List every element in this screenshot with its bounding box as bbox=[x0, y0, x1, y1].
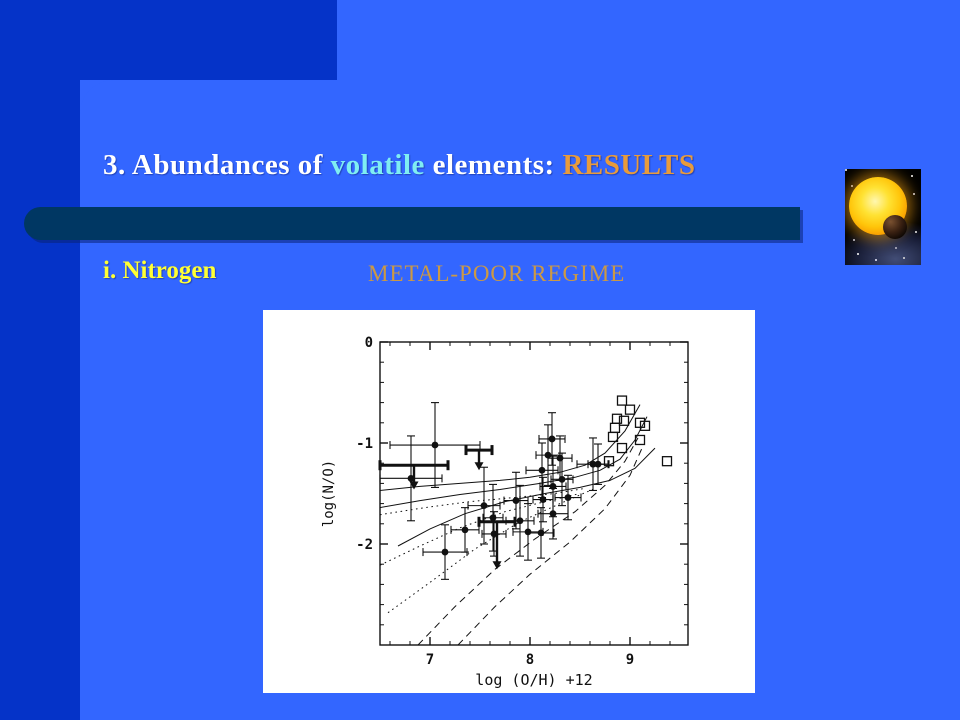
svg-text:log (O/H) +12: log (O/H) +12 bbox=[475, 671, 592, 689]
svg-text:7: 7 bbox=[426, 652, 434, 668]
axes bbox=[379, 341, 689, 646]
regime-label: METAL-POOR REGIME bbox=[368, 261, 626, 286]
svg-text:-2: -2 bbox=[356, 537, 373, 553]
top-accent-block bbox=[0, 0, 337, 80]
left-accent-strip bbox=[0, 0, 80, 720]
planet-graphic bbox=[883, 215, 907, 239]
title-results: RESULTS bbox=[562, 149, 696, 181]
divider-bar bbox=[24, 207, 800, 240]
svg-text:0: 0 bbox=[365, 335, 373, 351]
svg-text:-1: -1 bbox=[356, 436, 373, 452]
svg-text:8: 8 bbox=[526, 652, 534, 668]
slide-title: 3. Abundances of volatile elements: RESU… bbox=[103, 149, 843, 182]
background-stars bbox=[845, 169, 847, 171]
title-text: 3. Abundances of bbox=[103, 149, 331, 181]
svg-text:9: 9 bbox=[626, 652, 634, 668]
title-text-2: elements: bbox=[424, 149, 563, 181]
scatter-plot: 7 8 9 0 -1 -2 log (O/H) +12 log(N/O) bbox=[321, 335, 689, 689]
data-points bbox=[379, 402, 610, 580]
title-highlight: volatile bbox=[330, 149, 425, 181]
chart-panel: 7 8 9 0 -1 -2 log (O/H) +12 log(N/O) bbox=[263, 310, 755, 693]
section-label-nitrogen: i. Nitrogen bbox=[103, 257, 217, 284]
open-squares bbox=[603, 395, 673, 467]
upper-limits bbox=[378, 445, 517, 570]
model-curves bbox=[379, 404, 656, 646]
star-transit-image bbox=[845, 169, 921, 265]
svg-text:log(N/O): log(N/O) bbox=[321, 460, 337, 527]
